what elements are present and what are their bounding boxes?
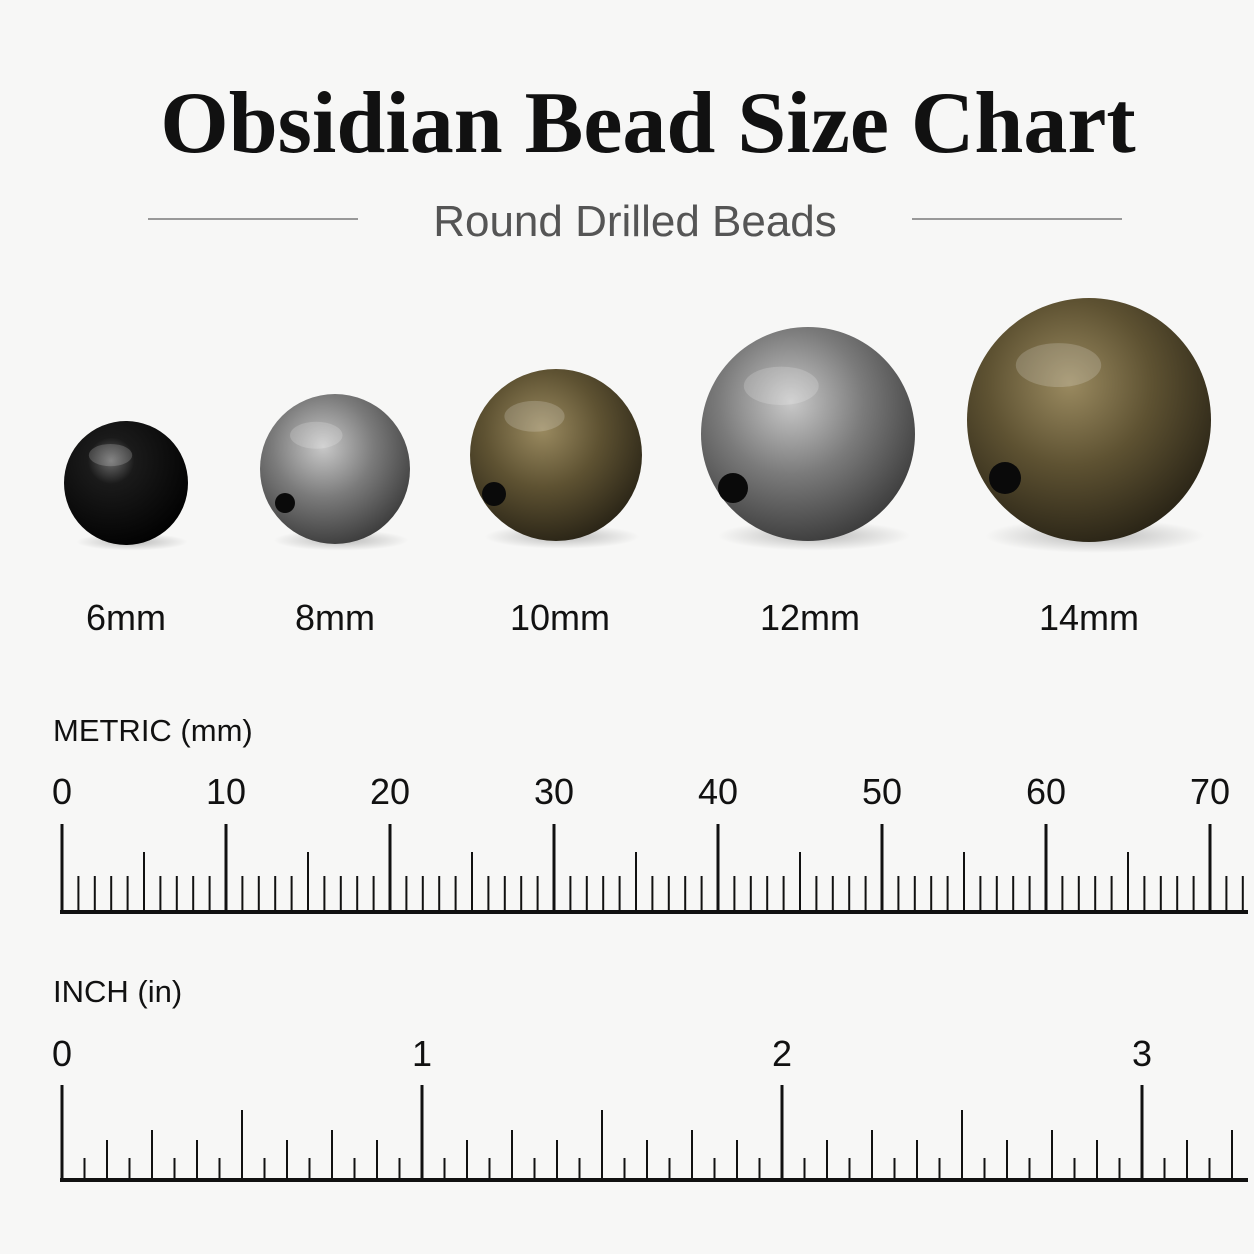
- tick-label: 2: [772, 1033, 792, 1074]
- bead-label: 6mm: [86, 597, 166, 638]
- bead-hole: [989, 462, 1021, 494]
- bead-label: 14mm: [1039, 597, 1139, 638]
- bead-label: 12mm: [760, 597, 860, 638]
- bead-highlight: [504, 400, 565, 432]
- tick-label: 0: [52, 1033, 72, 1074]
- bead: [967, 298, 1211, 542]
- tick-label: 30: [534, 771, 574, 812]
- title: Obsidian Bead Size Chart: [160, 75, 1135, 172]
- beads: 6mm 8mm 10mm 12mm 14mm: [64, 298, 1211, 638]
- subtitle: Round Drilled Beads: [433, 197, 837, 246]
- bead: [470, 369, 642, 541]
- tick-label: 50: [862, 771, 902, 812]
- bead-label: 10mm: [510, 597, 610, 638]
- tick-label: 3: [1132, 1033, 1152, 1074]
- bead-highlight: [88, 443, 133, 467]
- tick-label: 1: [412, 1033, 432, 1074]
- bead-highlight: [743, 366, 819, 406]
- tick-label: 60: [1026, 771, 1066, 812]
- bead-hole: [718, 473, 748, 503]
- bead-highlight: [1015, 343, 1102, 388]
- tick-label: 40: [698, 771, 738, 812]
- tick-label: 0: [52, 771, 72, 812]
- tick-label: 10: [206, 771, 246, 812]
- bead-highlight: [290, 421, 343, 449]
- bead: [260, 394, 410, 544]
- bead-hole: [275, 493, 295, 513]
- ruler-label: INCH (in): [53, 974, 182, 1009]
- bead-label: 8mm: [295, 597, 375, 638]
- bead-hole: [482, 482, 506, 506]
- bead: [64, 421, 188, 545]
- tick-label: 20: [370, 771, 410, 812]
- rulers: METRIC (mm) 0 10 20 30 40 50 60 70 INCH (in) 0 1 2 3: [52, 713, 1248, 1182]
- tick-label: 70: [1190, 771, 1230, 812]
- ruler-label: METRIC (mm): [53, 713, 253, 748]
- bead: [701, 327, 915, 541]
